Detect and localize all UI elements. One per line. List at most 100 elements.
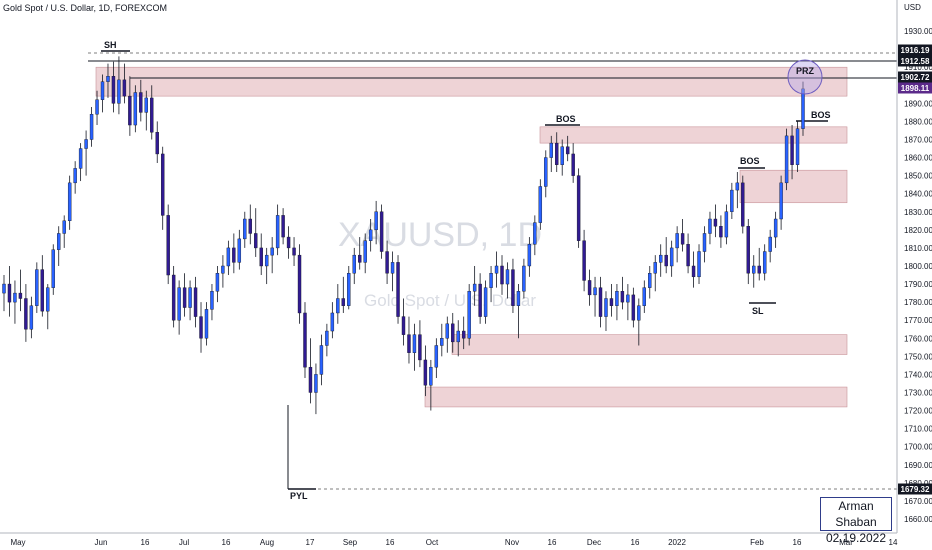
candle-body	[171, 274, 176, 321]
candle-body	[29, 305, 34, 330]
candle	[472, 265, 477, 306]
time-tick-label: Aug	[260, 538, 274, 547]
candle-body	[18, 292, 23, 299]
candle	[801, 81, 805, 136]
candle-body	[461, 330, 466, 339]
candle	[133, 85, 138, 133]
candle	[478, 273, 482, 324]
candle	[494, 251, 499, 288]
time-tick-label: Feb	[750, 538, 764, 547]
candle	[773, 211, 778, 248]
candle-body	[467, 291, 471, 339]
candle	[18, 269, 23, 312]
price-tick-label: 1820.00	[904, 226, 932, 235]
currency-label: USD	[904, 3, 921, 12]
candle-body	[292, 247, 296, 256]
candle-body	[270, 247, 274, 256]
time-tick-label: Dec	[587, 538, 601, 547]
candle	[303, 302, 307, 379]
candle	[281, 208, 285, 245]
candle-body	[478, 283, 482, 317]
candle-body	[555, 142, 559, 165]
candle-body	[779, 182, 783, 220]
candle-body	[401, 316, 406, 335]
candle	[631, 287, 636, 328]
candle	[609, 284, 614, 317]
candle-body	[686, 244, 690, 267]
candle-body	[336, 298, 340, 314]
candle-body	[275, 215, 280, 249]
candle-body	[533, 222, 537, 245]
candle	[451, 312, 455, 353]
candle	[713, 204, 718, 238]
candle-body	[40, 269, 45, 312]
candle	[795, 121, 800, 173]
candle	[57, 226, 61, 266]
candle-body	[358, 254, 362, 263]
candle	[78, 143, 83, 182]
time-tick-label: 16	[793, 538, 802, 547]
price-label-box	[898, 44, 932, 56]
candle-body	[210, 291, 214, 310]
price-tick-label: 1700.00	[904, 443, 932, 452]
price-tick-label: 1740.00	[904, 370, 932, 379]
candle	[7, 265, 12, 317]
candle	[379, 204, 384, 259]
candle-body	[67, 182, 72, 222]
candle-body	[653, 262, 657, 274]
candle-body	[582, 240, 586, 281]
candle	[533, 215, 537, 256]
candle	[13, 280, 17, 324]
candle	[762, 244, 767, 281]
candle	[308, 338, 313, 404]
price-axis[interactable]: 1660.00 1670.00 1680.00 1690.00 1700.00 1710.…	[904, 27, 932, 524]
prz-circle	[787, 59, 823, 95]
price-tick-label: 1930.00	[904, 27, 932, 36]
candle	[461, 316, 466, 350]
candle-body	[560, 146, 564, 165]
candle	[243, 211, 247, 248]
candle-body	[193, 287, 198, 317]
candle-body	[626, 294, 630, 303]
candle	[29, 296, 34, 339]
price-tick-label: 1870.00	[904, 135, 932, 144]
candle	[467, 284, 471, 346]
candle-body	[795, 128, 800, 165]
candle	[254, 208, 258, 257]
candle-body	[708, 218, 712, 234]
candle	[210, 284, 214, 321]
candle	[51, 244, 55, 295]
candle-body	[51, 249, 55, 288]
price-tick-label: 1850.00	[904, 172, 932, 181]
candle	[166, 204, 170, 285]
candle	[221, 255, 225, 288]
supply-demand-zones	[95, 66, 848, 408]
candle-body	[445, 323, 449, 339]
candle-body	[571, 153, 575, 176]
candle	[204, 302, 209, 346]
candle	[784, 128, 789, 191]
candle-body	[784, 135, 789, 184]
candle-body	[407, 334, 411, 353]
candle	[741, 175, 745, 234]
author-signature: Arman Shaban 02.19.2022	[820, 497, 892, 545]
candle-body	[248, 218, 252, 234]
candle	[691, 251, 696, 288]
candle-body	[139, 92, 143, 113]
price-label-value: 1912.58	[901, 57, 930, 66]
candle	[708, 211, 712, 245]
price-label-value: 1679.32	[901, 485, 930, 494]
time-tick-label: Jul	[179, 538, 189, 547]
candle	[686, 233, 690, 274]
candle-body	[363, 240, 367, 263]
candle	[653, 255, 657, 292]
time-axis[interactable]: May Jun 16 Jul 16 Aug 17 Sep 16 Oct Nov 16 Dec 16 2022…	[10, 538, 898, 547]
candle-body	[664, 254, 668, 267]
candle-body	[259, 247, 263, 267]
candle	[89, 106, 94, 147]
candle	[549, 135, 553, 173]
candle	[680, 219, 685, 252]
candle-body	[325, 330, 329, 346]
candle-body	[456, 330, 460, 343]
candle	[598, 276, 603, 328]
